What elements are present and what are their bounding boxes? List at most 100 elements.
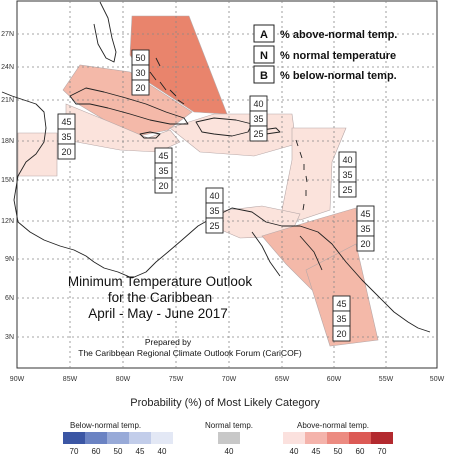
prob-cell (338, 181, 357, 198)
prob-value: 20 (158, 181, 168, 191)
prob-value: 50 (135, 53, 145, 63)
x-tick-label: 90W (10, 376, 25, 383)
y-tick-label: 24N (1, 64, 14, 71)
prob-box-lesser-antilles: 40 35 25 (338, 151, 357, 198)
below-normal-colorbar (63, 432, 173, 444)
colorbar-swatch (218, 432, 240, 444)
prob-value: 20 (61, 147, 71, 157)
south-america-rivers (251, 231, 323, 277)
outlook-map: 90W 85W 80W 75W 70W 65W 60W 55W 50W 27N 24N 21N 18N… (1, 0, 445, 383)
y-tick-label: 9N (5, 256, 14, 263)
x-tick-label: 50W (430, 376, 445, 383)
prob-value: 35 (253, 114, 263, 124)
above-normal-label: Above-normal temp. (297, 421, 370, 430)
colorbar-value: 50 (333, 447, 343, 456)
cuba-coast (69, 87, 189, 125)
prob-value: 20 (336, 329, 346, 339)
y-tick-label: 12N (1, 218, 14, 225)
map-title-block: Minimum Temperature Outlook for the Cari… (68, 274, 302, 358)
colorbar-swatch (129, 432, 151, 444)
colorbar-value: 40 (157, 447, 167, 456)
map-period: April - May - June 2017 (88, 306, 228, 321)
prob-value: 35 (61, 132, 71, 142)
y-tick-label: 18N (1, 138, 14, 145)
prob-value: 35 (360, 224, 370, 234)
colorbar-value: 45 (311, 447, 321, 456)
lesser-antilles-islands (295, 139, 308, 211)
jamaica-coast (139, 131, 161, 139)
x-tick-label: 60W (327, 376, 342, 383)
region-bahamas (129, 15, 228, 115)
prob-value: 45 (158, 151, 168, 161)
x-tick-label: 80W (116, 376, 131, 383)
legend-key-text: % above-normal temp. (280, 29, 397, 41)
legend-key-above: A % above-normal temp. (253, 24, 397, 43)
legend-key-text: % below-normal temp. (280, 70, 397, 82)
prob-value: 35 (209, 206, 219, 216)
prob-value: 40 (253, 99, 263, 109)
prob-box-cuba: 45 35 20 (57, 113, 76, 160)
prob-box-guianas: 45 35 20 (332, 295, 351, 342)
legend-key-letter: A (260, 29, 268, 41)
colorbar-swatch (327, 432, 349, 444)
prob-value: 45 (61, 117, 71, 127)
coastlines (1, 1, 431, 333)
prob-value: 40 (209, 191, 219, 201)
above-normal-colorbar (283, 432, 393, 444)
prob-cell (154, 177, 173, 194)
hispaniola-coast (195, 117, 253, 137)
legend-key-letter: N (260, 50, 268, 62)
colorbar-swatch (305, 432, 327, 444)
prob-cell (332, 325, 351, 342)
colorbar-value: 70 (377, 447, 387, 456)
colorbar-swatch (371, 432, 393, 444)
prob-cell (57, 143, 76, 160)
probability-boxes: 50 30 20 45 35 20 45 35 20 40 35 25 40 35 25 40 35 25 45 35… (57, 49, 375, 342)
prob-value: 35 (158, 166, 168, 176)
colorbar-value: 45 (135, 447, 145, 456)
colorbar-caption: Probability (%) of Most Likely Category (130, 397, 320, 409)
map-subtitle: for the Caribbean (108, 290, 212, 305)
prob-value: 35 (336, 314, 346, 324)
prob-cell (249, 125, 268, 142)
region-belize (17, 132, 58, 177)
prob-value: 40 (342, 155, 352, 165)
prob-cell (131, 79, 150, 96)
normal-label: Normal temp. (205, 421, 254, 430)
florida-coast (93, 1, 117, 63)
region-guianas (305, 243, 379, 347)
colorbar-swatch (107, 432, 129, 444)
prob-value: 30 (135, 68, 145, 78)
prepared-by-org: The Caribbean Regional Climate Outlook F… (78, 348, 302, 358)
colorbar-swatch (349, 432, 371, 444)
x-tick-label: 65W (275, 376, 290, 383)
below-normal-label: Below-normal temp. (70, 421, 142, 430)
colorbar-value: 50 (113, 447, 123, 456)
colorbar-value: 70 (69, 447, 79, 456)
region-lesser-antilles (281, 127, 347, 221)
prob-value: 25 (342, 185, 352, 195)
yucatan-coast (1, 91, 95, 263)
prob-box-abc-islands: 40 35 25 (205, 187, 224, 234)
map-title: Minimum Temperature Outlook (68, 274, 253, 289)
x-tick-label: 55W (379, 376, 394, 383)
colorbar-swatch (85, 432, 107, 444)
prepared-by-label: Prepared by (145, 337, 192, 347)
y-tick-label: 3N (5, 334, 14, 341)
prob-box-jamaica-cayman: 45 35 20 (154, 147, 173, 194)
south-america-coast (211, 207, 431, 333)
legend-key: A % above-normal temp. N % normal temper… (253, 24, 397, 84)
legend-key-letter: B (260, 70, 268, 82)
colorbar-swatch (283, 432, 305, 444)
prob-cell (356, 235, 375, 252)
prob-box-hispaniola-puerto-rico: 40 35 25 (249, 95, 268, 142)
legend-key-text: % normal temperature (280, 50, 396, 62)
colorbar-swatch (151, 432, 173, 444)
y-tick-label: 27N (1, 31, 14, 38)
colorbar-value: 40 (224, 447, 234, 456)
prob-cell (205, 217, 224, 234)
colorbar-value: 60 (355, 447, 365, 456)
legend-key-normal: N % normal temperature (253, 45, 396, 64)
central-america-coast (93, 217, 213, 279)
prob-value: 45 (336, 299, 346, 309)
